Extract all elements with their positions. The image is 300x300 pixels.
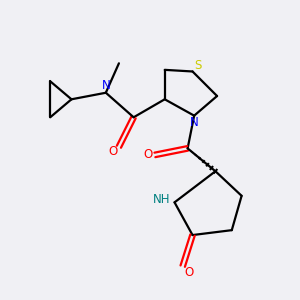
Text: NH: NH <box>153 193 171 206</box>
Text: O: O <box>108 145 118 158</box>
Text: N: N <box>102 79 111 92</box>
Text: S: S <box>195 59 202 72</box>
Text: N: N <box>190 116 199 129</box>
Text: O: O <box>143 148 152 161</box>
Text: O: O <box>184 266 193 278</box>
